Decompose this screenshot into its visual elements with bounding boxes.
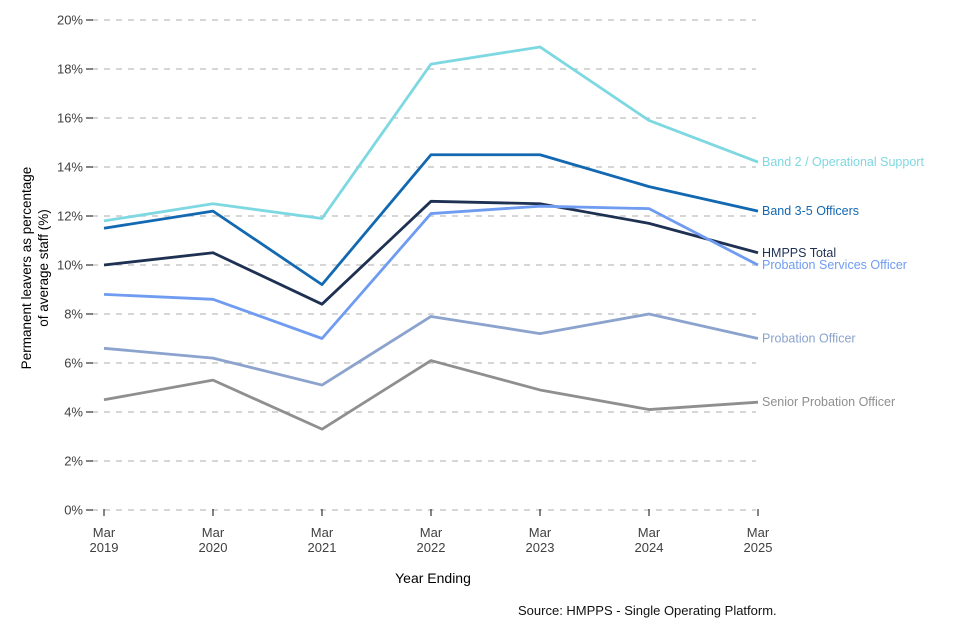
series-end-label: Probation Services Officer (762, 258, 907, 272)
y-tick-label: 18% (57, 62, 83, 77)
y-axis-title: Permanent leavers as percentage of avera… (19, 167, 53, 370)
series-line (103, 199, 759, 306)
series-end-label: Band 2 / Operational Support (762, 155, 924, 169)
y-tick-label: 10% (57, 258, 83, 273)
x-tick-label-month: Mar (311, 525, 334, 540)
x-tick-label-year: 2021 (308, 540, 337, 555)
series-end-label: Band 3-5 Officers (762, 204, 859, 218)
x-tick-label-month: Mar (202, 525, 225, 540)
x-tick-label-year: 2023 (526, 540, 555, 555)
x-tick-label-year: 2019 (90, 540, 119, 555)
y-tick-label: 16% (57, 111, 83, 126)
y-axis-title-line2: of average staff (%) (36, 209, 51, 327)
y-axis-title-line1: Permanent leavers as percentage (19, 166, 35, 370)
series-line (103, 153, 759, 287)
x-tick-label-year: 2020 (199, 540, 228, 555)
x-tick-label-year: 2022 (417, 540, 446, 555)
x-tick-label-month: Mar (747, 525, 770, 540)
y-tick-label: 20% (57, 13, 83, 28)
y-tick-label: 4% (64, 405, 83, 420)
x-axis-title: Year Ending (395, 570, 471, 586)
y-tick-label: 12% (57, 209, 83, 224)
series-line (103, 204, 759, 340)
y-tick-label: 0% (64, 503, 83, 518)
series-end-label: HMPPS Total (762, 246, 836, 260)
y-tick-label: 2% (64, 454, 83, 469)
y-tick-label: 8% (64, 307, 83, 322)
source-note: Source: HMPPS - Single Operating Platfor… (518, 603, 777, 618)
y-tick-label: 14% (57, 160, 83, 175)
x-tick-label-month: Mar (93, 525, 116, 540)
series-end-label: Senior Probation Officer (762, 395, 895, 409)
series-end-label: Probation Officer (762, 332, 856, 346)
x-tick-label-month: Mar (529, 525, 552, 540)
y-tick-label: 6% (64, 356, 83, 371)
series-line (103, 45, 759, 223)
series-line (103, 359, 759, 431)
x-tick-label-year: 2024 (635, 540, 664, 555)
x-tick-label-month: Mar (638, 525, 661, 540)
x-tick-label-month: Mar (420, 525, 443, 540)
x-tick-label-year: 2025 (744, 540, 773, 555)
series-line (103, 312, 759, 387)
